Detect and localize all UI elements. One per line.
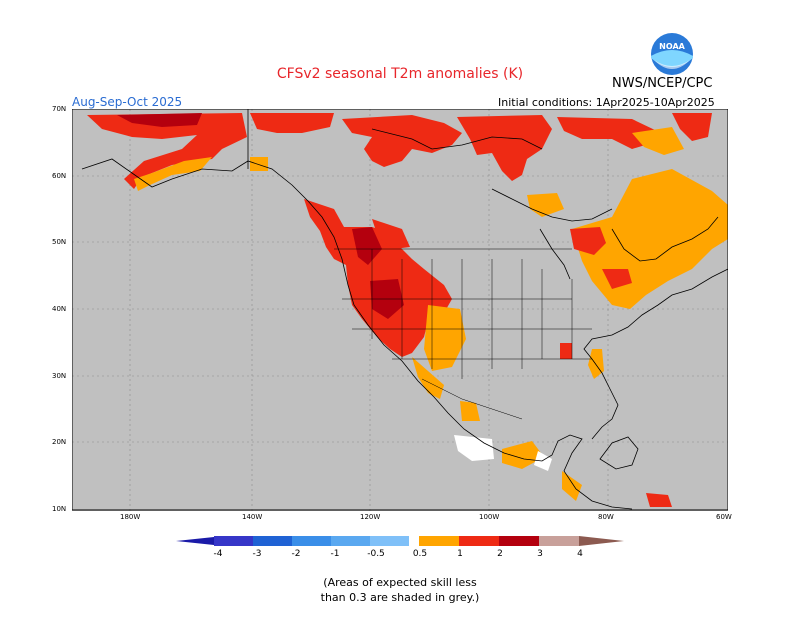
map-frame [72,109,728,511]
legend-tick-label: -1 [331,549,340,559]
legend-arrow-right [579,536,624,546]
legend-tick-label: 2 [497,549,503,559]
lat-label-40n: 40N [52,305,67,313]
noaa-logo: NOAA [650,32,694,80]
legend-tick-label: -0.5 [367,549,385,559]
svg-text:NOAA: NOAA [659,42,685,51]
legend-swatch [292,536,331,546]
legend-tick-label: 4 [577,549,583,559]
political-boundaries [334,248,592,420]
lat-label-50n: 50N [52,238,67,246]
legend-tick-label: 1 [457,549,463,559]
legend-swatch [419,536,459,546]
skill-note-line-1: (Areas of expected skill less [323,576,477,589]
lon-label-120w: 120W [360,513,381,521]
legend-swatch [409,536,419,546]
initial-conditions-label: Initial conditions: 1Apr2025-10Apr2025 [498,96,715,109]
lon-label-100w: 100W [479,513,500,521]
lat-label-70n: 70N [52,105,67,113]
lon-label-180w: 180W [120,513,141,521]
lat-label-30n: 30N [52,372,67,380]
lon-label-80w: 80W [598,513,614,521]
organization-label: NWS/NCEP/CPC [612,76,713,91]
lon-label-140w: 140W [242,513,263,521]
legend-tick-label: -4 [214,549,223,559]
color-scale-legend: -4 -3 -2 -1 -0.5 0.5 1 2 3 4 [176,536,624,559]
legend-arrow-left [176,537,214,545]
temperature-anomaly-map: 70N 60N 50N 40N 30N 20N 10N [72,109,728,511]
coastlines [81,109,728,510]
legend-tick-label: -2 [292,549,301,559]
season-label: Aug-Sep-Oct 2025 [72,95,183,109]
lon-label-60w: 60W [716,513,732,521]
legend-swatch [214,536,253,546]
legend-swatch [253,536,292,546]
legend-swatch [539,536,579,546]
lat-label-60n: 60N [52,172,67,180]
skill-note: (Areas of expected skill less than 0.3 a… [300,575,500,605]
legend-swatch [331,536,370,546]
legend-swatch [459,536,499,546]
map-title: CFSv2 seasonal T2m anomalies (K) [276,66,524,82]
legend-swatch [499,536,539,546]
legend-swatch [370,536,409,546]
lat-label-20n: 20N [52,438,67,446]
legend-tick-label: 0.5 [413,549,427,559]
legend-tick-label: 3 [537,549,543,559]
lat-label-10n: 10N [52,505,67,513]
legend-tick-label: -3 [253,549,262,559]
anomaly-shading [87,113,728,507]
skill-note-line-2: than 0.3 are shaded in grey.) [320,591,480,604]
